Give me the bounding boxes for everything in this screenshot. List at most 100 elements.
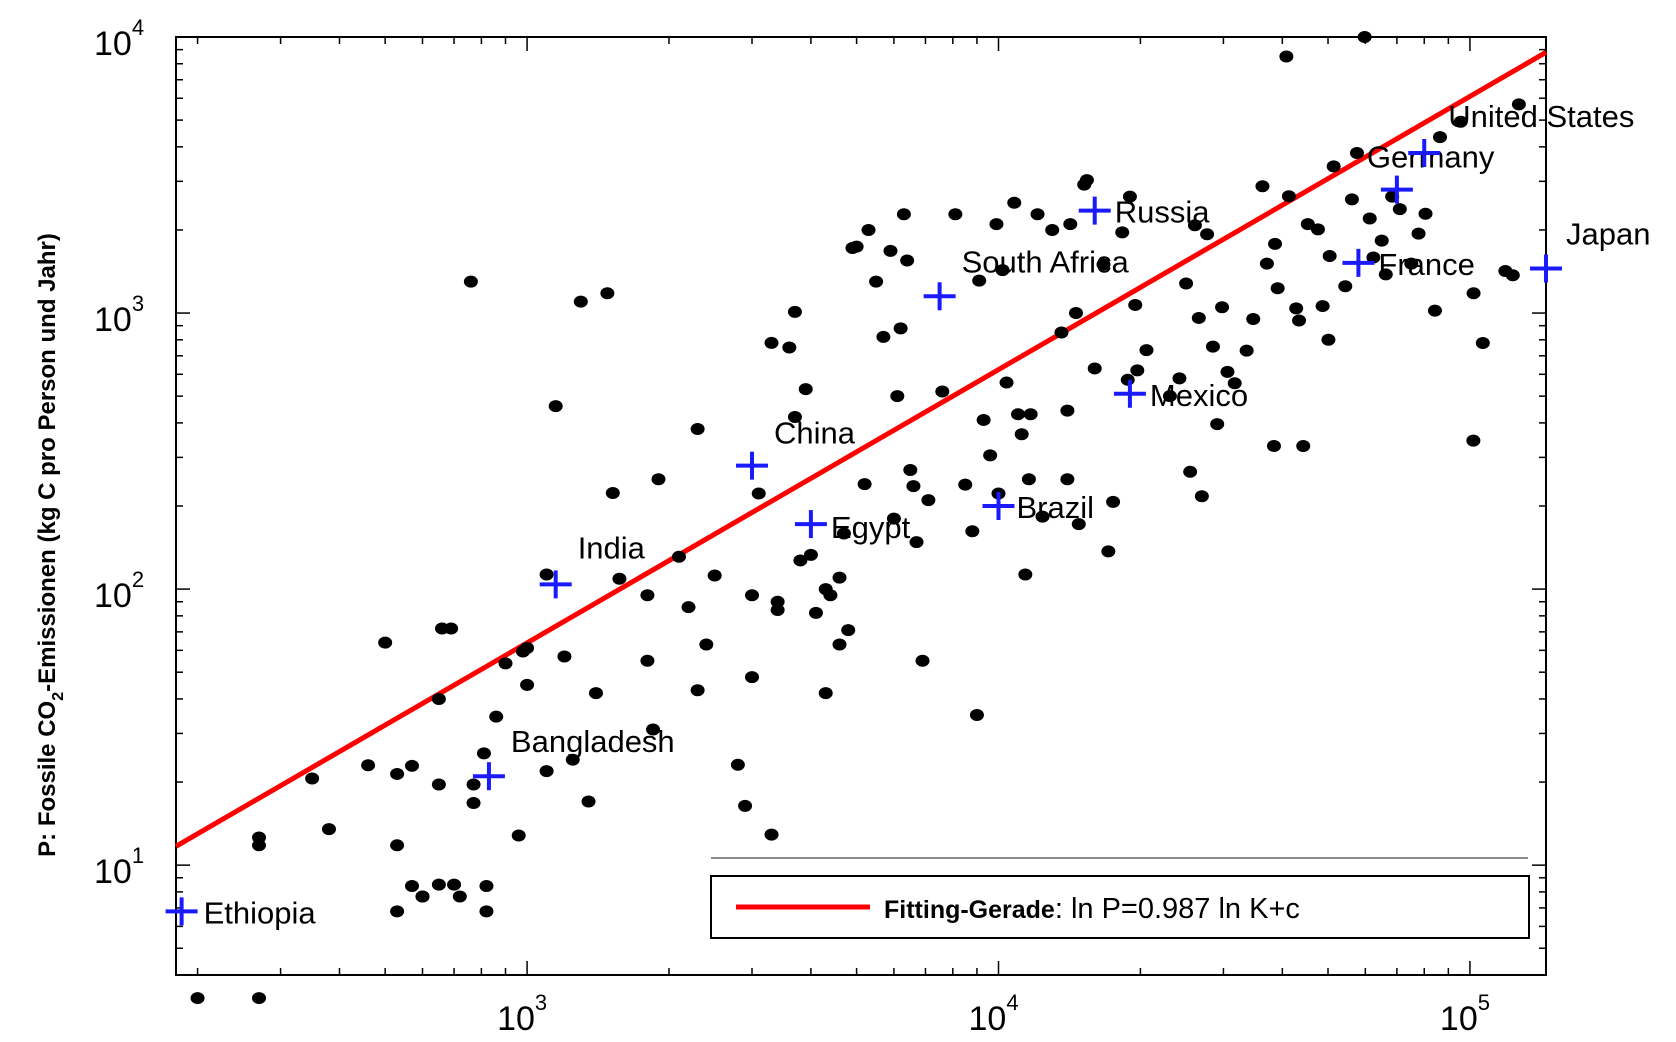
data-point <box>969 708 984 721</box>
data-point <box>823 589 838 602</box>
data-point <box>1310 223 1325 236</box>
data-point <box>1289 302 1304 315</box>
data-point <box>404 759 419 772</box>
data-point <box>1378 268 1393 281</box>
data-point <box>1505 269 1520 282</box>
data-point <box>1071 518 1086 531</box>
data-point <box>1268 237 1283 250</box>
data-point <box>836 527 851 540</box>
data-point <box>690 423 705 436</box>
data-point <box>1054 326 1069 339</box>
data-point <box>431 692 446 705</box>
data-point <box>565 753 580 766</box>
data-point <box>452 890 467 903</box>
data-point <box>1162 390 1177 403</box>
data-point <box>808 606 823 619</box>
data-point <box>976 413 991 426</box>
data-point <box>1246 312 1261 325</box>
data-point <box>1511 98 1526 111</box>
country-label: Bangladesh <box>511 724 675 759</box>
data-point <box>1453 115 1468 128</box>
data-point <box>1183 465 1198 478</box>
data-point <box>588 687 603 700</box>
data-point <box>1106 495 1121 508</box>
data-point <box>1101 545 1116 558</box>
data-point <box>463 275 478 288</box>
data-point <box>539 765 554 778</box>
data-point <box>787 411 802 424</box>
data-point <box>646 723 661 736</box>
data-point <box>764 828 779 841</box>
data-point <box>857 478 872 491</box>
data-point <box>1344 193 1359 206</box>
data-point <box>447 878 462 891</box>
legend-label-text: : ln P=0.987 ln K+c <box>1055 893 1300 925</box>
y-axis-label: P: Fossile CO2-Emissionen (kg C pro Pers… <box>34 233 67 857</box>
data-point <box>841 624 856 637</box>
data-point <box>1021 473 1036 486</box>
data-point <box>1023 408 1038 421</box>
data-point <box>745 589 760 602</box>
data-point <box>415 890 430 903</box>
plot-area <box>175 36 1547 976</box>
country-label: Mexico <box>1150 378 1248 413</box>
data-point <box>612 572 627 585</box>
data-point <box>466 778 481 791</box>
data-point <box>1011 408 1026 421</box>
data-point <box>1255 180 1270 193</box>
data-point <box>557 650 572 663</box>
data-point <box>1205 340 1220 353</box>
x-tick-label: 104 <box>969 990 1019 1038</box>
data-point <box>995 264 1010 277</box>
data-point <box>431 778 446 791</box>
data-point <box>1060 404 1075 417</box>
data-point <box>1200 228 1215 241</box>
data-point <box>999 376 1014 389</box>
data-point <box>803 548 818 561</box>
data-point <box>1418 207 1433 220</box>
x-tick-label: 105 <box>1440 990 1490 1038</box>
data-point <box>1172 372 1187 385</box>
data-point <box>1045 223 1060 236</box>
data-point <box>1466 434 1481 447</box>
data-point <box>511 829 526 842</box>
country-label: Japan <box>1566 217 1650 252</box>
data-point <box>1194 490 1209 503</box>
data-point <box>1227 377 1242 390</box>
y-tick-label: 101 <box>94 843 144 891</box>
data-point <box>600 287 615 300</box>
data-point <box>1366 251 1381 264</box>
data-point <box>1215 301 1230 314</box>
data-point <box>883 244 898 257</box>
data-point <box>1292 314 1307 327</box>
data-point <box>896 208 911 221</box>
data-point <box>983 449 998 462</box>
country-label: Egypt <box>831 510 911 545</box>
data-point <box>390 767 405 780</box>
data-point <box>671 550 686 563</box>
data-point <box>1404 257 1419 270</box>
data-point <box>900 254 915 267</box>
data-point <box>751 487 766 500</box>
data-point <box>681 601 696 614</box>
data-point <box>1321 333 1336 346</box>
data-point <box>1322 249 1337 262</box>
data-point <box>1060 473 1075 486</box>
data-point <box>770 595 785 608</box>
data-point <box>361 759 376 772</box>
data-point <box>479 880 494 893</box>
data-point <box>906 480 921 493</box>
country-label: Germany <box>1367 140 1495 175</box>
data-point <box>1014 428 1029 441</box>
data-point <box>640 654 655 667</box>
data-point <box>948 208 963 221</box>
data-point <box>252 992 267 1005</box>
data-point <box>915 654 930 667</box>
data-points <box>190 31 1526 1005</box>
data-point <box>605 486 620 499</box>
data-point <box>890 390 905 403</box>
data-point <box>1063 218 1078 231</box>
data-point <box>404 880 419 893</box>
data-point <box>1362 212 1377 225</box>
